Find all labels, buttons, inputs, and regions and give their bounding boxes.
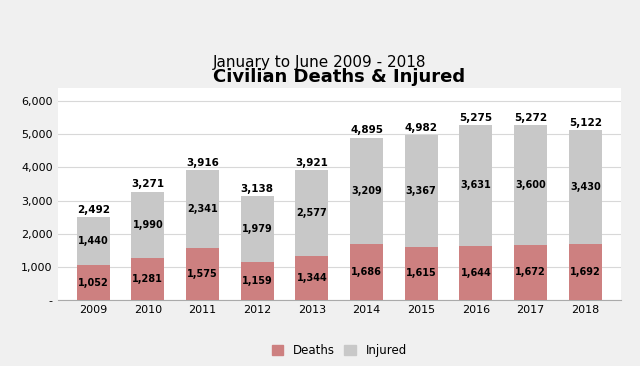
Text: 1,686: 1,686 <box>351 267 382 277</box>
Text: 1,159: 1,159 <box>242 276 273 286</box>
Text: 3,271: 3,271 <box>131 179 164 189</box>
Text: 1,672: 1,672 <box>515 268 546 277</box>
Bar <box>241 196 273 262</box>
Bar <box>460 125 492 246</box>
Text: 3,209: 3,209 <box>351 186 382 196</box>
Title: Civilian Deaths & Injured: Civilian Deaths & Injured <box>213 68 465 86</box>
Bar <box>131 192 164 258</box>
Text: 1,344: 1,344 <box>296 273 327 283</box>
Text: 1,644: 1,644 <box>461 268 492 278</box>
Text: 1,440: 1,440 <box>78 236 109 246</box>
Bar <box>514 125 547 244</box>
Bar <box>350 138 383 244</box>
Bar <box>405 135 438 247</box>
Bar <box>569 244 602 300</box>
Text: 3,367: 3,367 <box>406 186 436 196</box>
Bar <box>241 262 273 300</box>
Text: 3,600: 3,600 <box>515 180 546 190</box>
Text: 3,916: 3,916 <box>186 158 219 168</box>
Bar <box>296 170 328 255</box>
Bar <box>77 217 109 265</box>
Text: 1,615: 1,615 <box>406 268 436 278</box>
Text: 1,575: 1,575 <box>187 269 218 279</box>
Text: 1,281: 1,281 <box>132 274 163 284</box>
Bar <box>460 246 492 300</box>
Text: 5,272: 5,272 <box>514 113 547 123</box>
Text: 1,979: 1,979 <box>242 224 273 234</box>
Text: 1,990: 1,990 <box>132 220 163 229</box>
Bar <box>569 130 602 244</box>
Legend: Deaths, Injured: Deaths, Injured <box>267 340 412 362</box>
Bar <box>405 247 438 300</box>
Text: 1,052: 1,052 <box>78 278 109 288</box>
Bar <box>514 244 547 300</box>
Text: 2,577: 2,577 <box>296 208 327 218</box>
Text: 1,692: 1,692 <box>570 267 600 277</box>
Bar <box>77 265 109 300</box>
Text: 3,921: 3,921 <box>296 158 328 168</box>
Text: 5,275: 5,275 <box>460 113 492 123</box>
Text: 4,982: 4,982 <box>404 123 438 132</box>
Text: 5,122: 5,122 <box>569 118 602 128</box>
Text: 2,341: 2,341 <box>187 204 218 214</box>
Bar <box>131 258 164 300</box>
Bar <box>186 248 219 300</box>
Bar <box>296 255 328 300</box>
Text: 4,895: 4,895 <box>350 126 383 135</box>
Text: 2,492: 2,492 <box>77 205 109 215</box>
Text: 3,430: 3,430 <box>570 182 600 192</box>
Text: January to June 2009 - 2018: January to June 2009 - 2018 <box>213 55 427 70</box>
Text: 3,138: 3,138 <box>241 184 274 194</box>
Text: 3,631: 3,631 <box>461 180 492 190</box>
Bar <box>186 170 219 248</box>
Bar <box>350 244 383 300</box>
